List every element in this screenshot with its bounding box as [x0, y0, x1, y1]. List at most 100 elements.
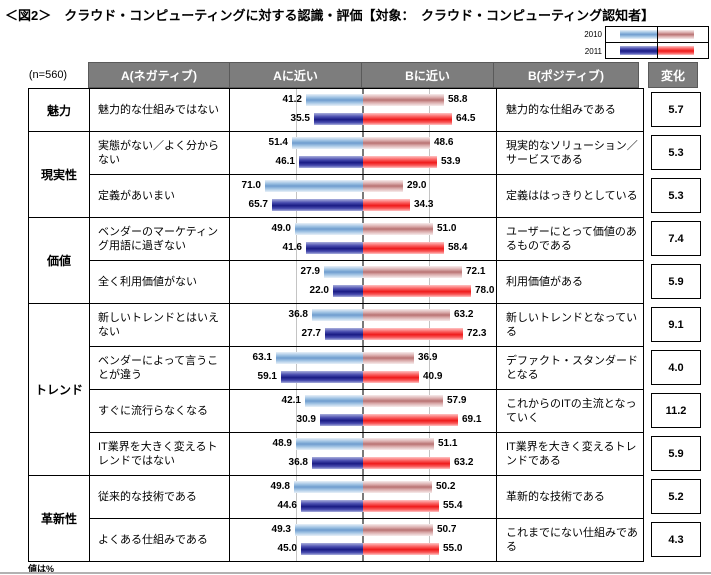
- value-a-bars-2011: 59.1: [257, 371, 277, 382]
- bar-a-bars-2011: [301, 500, 363, 512]
- value-b-bars-2010: 51.1: [438, 438, 458, 449]
- statement-b: 現実的なソリューション／サービスである: [506, 139, 638, 166]
- bars-2011: 30.9 69.1: [230, 414, 496, 426]
- bars-2011: 22.0 78.0: [230, 285, 496, 297]
- center-divider: [362, 304, 364, 346]
- change-value: 5.7: [651, 92, 701, 127]
- gridline-right: [429, 89, 430, 131]
- bars-2010: 63.1 36.9: [230, 352, 496, 364]
- change-row: 11.2: [651, 389, 701, 432]
- bar-a-bars-2011: [325, 328, 363, 340]
- center-divider: [362, 390, 364, 432]
- bar-b-bars-2010: [363, 266, 462, 278]
- statement-a: IT業界を大きく変えるトレンドではない: [90, 433, 230, 475]
- gridline-left: [296, 132, 297, 174]
- bars-2010: 49.8 50.2: [230, 481, 496, 493]
- change-value: 9.1: [651, 307, 701, 342]
- value-a-bars-2011: 30.9: [296, 414, 316, 425]
- category-label: トレンド: [29, 304, 90, 475]
- category-group: 価値 ベンダーのマーケティング用語に過ぎない 49.0 51.0 41.6 58.4 ユーザ…: [29, 218, 643, 304]
- bar-b-bars-2010: [363, 137, 430, 149]
- value-b-bars-2011: 58.4: [448, 242, 468, 253]
- statement-a: 新しいトレンドとはいえない: [90, 304, 230, 346]
- bar-b-bars-2010: [363, 223, 433, 235]
- bars-2010: 42.1 57.9: [230, 395, 496, 407]
- category-label: 現実性: [29, 132, 90, 217]
- bars-2011: 36.8 63.2: [230, 457, 496, 469]
- value-a-bars-2010: 49.8: [270, 481, 290, 492]
- bar-chart-cell: 49.0 51.0 41.6 58.4: [230, 218, 497, 260]
- bar-a-bars-2010: [324, 266, 363, 278]
- bar-chart-cell: 51.4 48.6 46.1 53.9: [230, 132, 497, 174]
- change-value: 5.9: [651, 264, 701, 299]
- value-a-bars-2011: 44.6: [277, 500, 297, 511]
- bar-chart-cell: 49.8 50.2 44.6 55.4: [230, 476, 497, 518]
- gridline-left: [296, 175, 297, 217]
- bars-2011: 46.1 53.9: [230, 156, 496, 168]
- value-b-bars-2010: 72.1: [466, 266, 486, 277]
- statement-b: これまでにない仕組みである: [506, 526, 638, 553]
- bars-2011: 65.7 34.3: [230, 199, 496, 211]
- gridline-right: [429, 261, 430, 303]
- bar-a-bars-2011: [333, 285, 363, 297]
- legend-center-divider: [657, 43, 658, 58]
- bar-a-bars-2011: [312, 457, 363, 469]
- statement-a: ベンダーのマーケティング用語に過ぎない: [90, 218, 230, 260]
- table-row: ベンダーのマーケティング用語に過ぎない 49.0 51.0 41.6 58.4 ユーザーに…: [90, 218, 643, 261]
- bar-a-bars-2010: [295, 524, 363, 536]
- statement-a: よくある仕組みである: [90, 519, 230, 561]
- bar-b-bars-2011: [363, 285, 471, 297]
- bottom-rule: [0, 572, 711, 574]
- value-b-bars-2011: 63.2: [454, 457, 474, 468]
- unit-footnote: 値は%: [28, 564, 55, 574]
- value-a-bars-2010: 49.3: [271, 524, 291, 535]
- table-row: よくある仕組みである 49.3 50.7 45.0 55.0 これまでにない仕組みである: [90, 519, 643, 561]
- value-a-bars-2011: 35.5: [290, 113, 310, 124]
- legend-swatch-2010: [605, 26, 709, 43]
- statement-a: ベンダーによって言うことが違う: [90, 347, 230, 389]
- bars-2011: 35.5 64.5: [230, 113, 496, 125]
- value-a-bars-2010: 27.9: [300, 266, 320, 277]
- value-a-bars-2011: 65.7: [248, 199, 268, 210]
- value-a-bars-2011: 45.0: [277, 543, 297, 554]
- statement-b: 魅力的な仕組みである: [506, 103, 616, 116]
- figure-title: ＜図2＞ クラウド・コンピューティングに対する認識・評価【対象： クラウド・コン…: [5, 8, 655, 23]
- category-group: 現実性 実態がない／よく分からない 51.4 48.6 46.1 53.9 現実的なソリュー…: [29, 132, 643, 218]
- bar-chart-cell: 71.0 29.0 65.7 34.3: [230, 175, 497, 217]
- center-divider: [362, 433, 364, 475]
- bars-2011: 59.1 40.9: [230, 371, 496, 383]
- bar-chart-cell: 48.9 51.1 36.8 63.2: [230, 433, 497, 475]
- bars-2010: 27.9 72.1: [230, 266, 496, 278]
- gridline-left: [296, 433, 297, 475]
- bar-b-bars-2011: [363, 414, 458, 426]
- bar-b-bars-2011: [363, 113, 452, 125]
- value-b-bars-2010: 50.2: [436, 481, 456, 492]
- value-b-bars-2010: 63.2: [454, 309, 474, 320]
- value-b-bars-2011: 55.4: [443, 500, 463, 511]
- bars-2010: 41.2 58.8: [230, 94, 496, 106]
- value-b-bars-2010: 48.6: [434, 137, 454, 148]
- main-table: 魅力 魅力的な仕組みではない 41.2 58.8 35.5 64.5 魅力的な仕組みである現…: [28, 88, 644, 562]
- bar-a-bars-2011: [306, 242, 363, 254]
- value-b-bars-2010: 57.9: [447, 395, 467, 406]
- bar-b-bars-2011: [363, 543, 439, 555]
- gridline-right: [429, 433, 430, 475]
- center-divider: [362, 89, 364, 131]
- value-b-bars-2011: 64.5: [456, 113, 476, 124]
- value-a-bars-2010: 63.1: [252, 352, 272, 363]
- value-a-bars-2010: 51.4: [268, 137, 288, 148]
- legend-row-2010: 2010: [584, 26, 709, 43]
- value-a-bars-2011: 41.6: [282, 242, 302, 253]
- change-value: 11.2: [651, 393, 701, 428]
- bars-2011: 27.7 72.3: [230, 328, 496, 340]
- statement-a: 従来的な技術である: [90, 476, 230, 518]
- table-body: 魅力 魅力的な仕組みではない 41.2 58.8 35.5 64.5 魅力的な仕組みである現…: [28, 88, 701, 562]
- bars-2011: 45.0 55.0: [230, 543, 496, 555]
- gridline-right: [429, 390, 430, 432]
- gridline-left: [296, 89, 297, 131]
- table-row: 定義があいまい 71.0 29.0 65.7 34.3 定義ははっきりとしている: [90, 175, 643, 217]
- category-group: 魅力 魅力的な仕組みではない 41.2 58.8 35.5 64.5 魅力的な仕組みである: [29, 89, 643, 132]
- gridline-right: [429, 175, 430, 217]
- bar-b-bars-2011: [363, 457, 450, 469]
- value-a-bars-2011: 22.0: [309, 285, 329, 296]
